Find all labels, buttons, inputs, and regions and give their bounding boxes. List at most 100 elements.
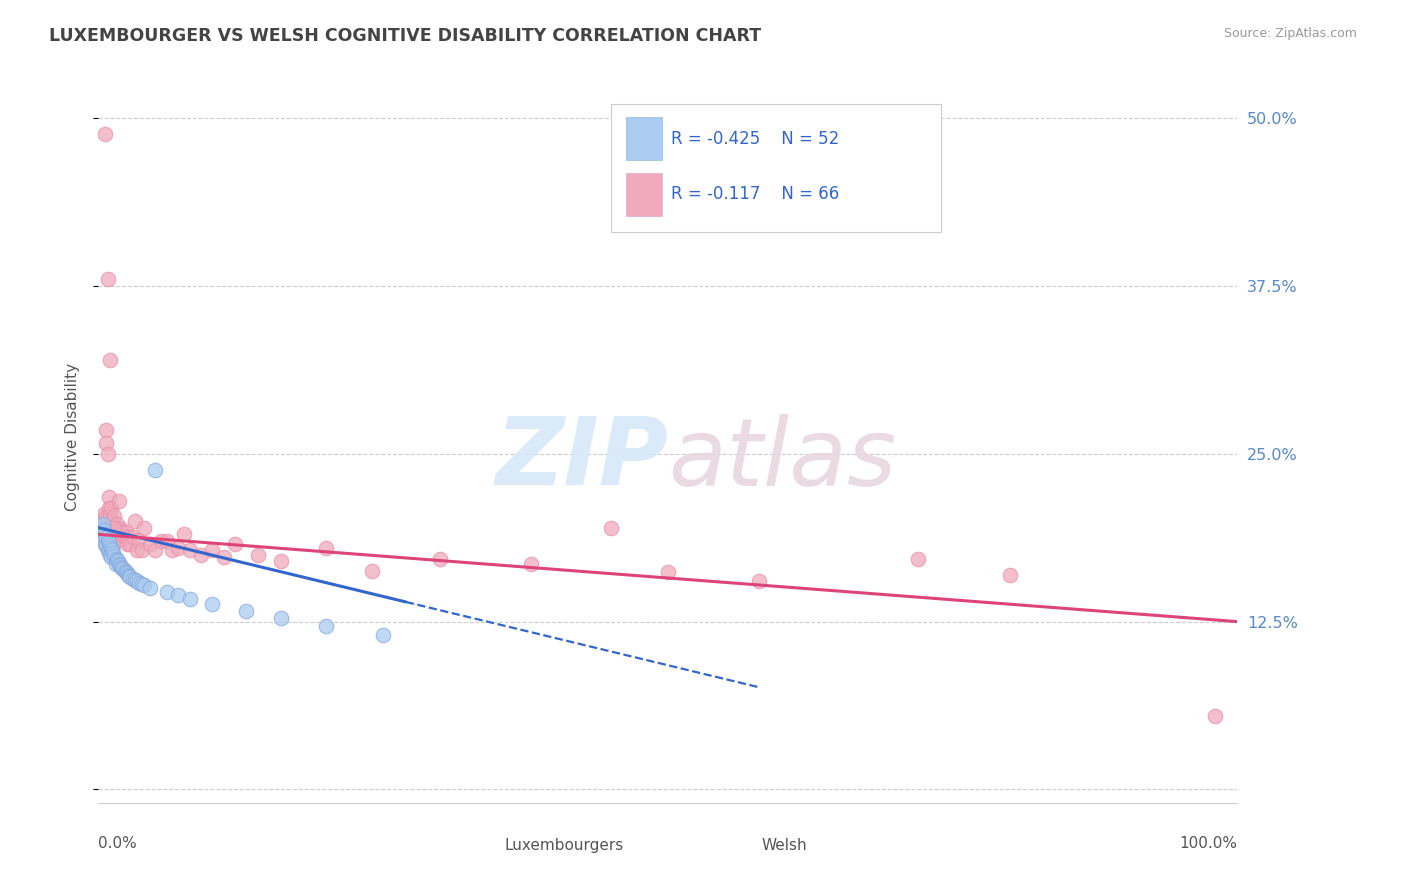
Point — [201, 543, 224, 558]
Point — [270, 554, 292, 568]
Point — [167, 588, 190, 602]
Point — [90, 521, 112, 535]
Point — [118, 569, 141, 583]
Point — [97, 545, 120, 559]
Point — [315, 541, 337, 555]
Point — [98, 508, 121, 522]
Point — [108, 493, 131, 508]
Point — [246, 548, 269, 562]
Point — [96, 540, 118, 554]
Point — [179, 543, 201, 558]
Point — [145, 543, 167, 558]
Point — [104, 524, 127, 538]
Text: 0.0%: 0.0% — [98, 837, 138, 851]
Point — [101, 524, 124, 539]
Text: 100.0%: 100.0% — [1180, 837, 1237, 851]
Point — [98, 352, 121, 367]
Point — [101, 514, 124, 528]
Point — [98, 518, 121, 533]
Point — [112, 562, 135, 576]
Point — [748, 574, 770, 589]
Point — [114, 564, 136, 578]
Point — [91, 519, 114, 533]
Point — [179, 591, 201, 606]
FancyBboxPatch shape — [461, 833, 498, 858]
Point — [98, 548, 121, 562]
Point — [114, 524, 136, 539]
Point — [1204, 708, 1226, 723]
Point — [270, 610, 292, 624]
Point — [96, 530, 118, 544]
Point — [103, 508, 125, 523]
Point — [91, 530, 114, 544]
Point — [110, 522, 132, 536]
Point — [114, 530, 136, 544]
Point — [96, 543, 118, 558]
Point — [121, 572, 143, 586]
Point — [94, 518, 117, 533]
Point — [131, 577, 153, 591]
Point — [90, 524, 112, 539]
Point — [105, 516, 128, 531]
Point — [107, 554, 129, 568]
Point — [224, 537, 246, 551]
Point — [112, 527, 135, 541]
Point — [156, 585, 179, 599]
Point — [103, 549, 125, 563]
Point — [128, 533, 150, 547]
Text: atlas: atlas — [668, 414, 896, 505]
Point — [93, 524, 115, 538]
Point — [138, 537, 160, 551]
Point — [94, 537, 117, 551]
Point — [131, 543, 153, 558]
Text: LUXEMBOURGER VS WELSH COGNITIVE DISABILITY CORRELATION CHART: LUXEMBOURGER VS WELSH COGNITIVE DISABILI… — [49, 27, 761, 45]
Point — [101, 543, 124, 558]
Text: ZIP: ZIP — [495, 413, 668, 505]
Point — [429, 551, 451, 566]
Y-axis label: Cognitive Disability: Cognitive Disability — [65, 363, 80, 511]
Point — [115, 537, 138, 551]
Point — [104, 532, 127, 546]
Point — [111, 524, 134, 539]
Point — [93, 508, 115, 522]
Point — [90, 514, 112, 528]
Point — [90, 518, 112, 533]
Point — [132, 578, 155, 592]
Point — [315, 618, 337, 632]
FancyBboxPatch shape — [626, 117, 662, 161]
Point — [657, 565, 679, 579]
Point — [124, 573, 146, 587]
Point — [100, 550, 122, 565]
Text: R = -0.425    N = 52: R = -0.425 N = 52 — [671, 129, 839, 148]
Point — [173, 527, 195, 541]
Point — [96, 423, 118, 437]
Point — [96, 521, 118, 535]
Point — [124, 514, 146, 528]
Point — [96, 436, 118, 450]
Point — [93, 533, 115, 547]
Point — [96, 447, 118, 461]
Point — [103, 516, 125, 531]
Point — [145, 463, 167, 477]
Point — [121, 530, 143, 544]
Point — [114, 565, 136, 579]
Point — [108, 527, 131, 541]
Point — [97, 500, 120, 515]
Point — [117, 567, 139, 582]
Point — [150, 534, 173, 549]
Point — [520, 557, 543, 571]
Point — [998, 567, 1021, 582]
Point — [110, 559, 132, 574]
Point — [94, 510, 117, 524]
Point — [127, 543, 149, 558]
Text: Welsh: Welsh — [761, 838, 807, 853]
Point — [108, 557, 131, 571]
Point — [90, 524, 112, 538]
Point — [91, 514, 114, 528]
Point — [117, 530, 139, 544]
Point — [108, 533, 131, 547]
Point — [97, 490, 120, 504]
Point — [94, 527, 117, 541]
Point — [111, 561, 134, 575]
Point — [115, 566, 138, 581]
